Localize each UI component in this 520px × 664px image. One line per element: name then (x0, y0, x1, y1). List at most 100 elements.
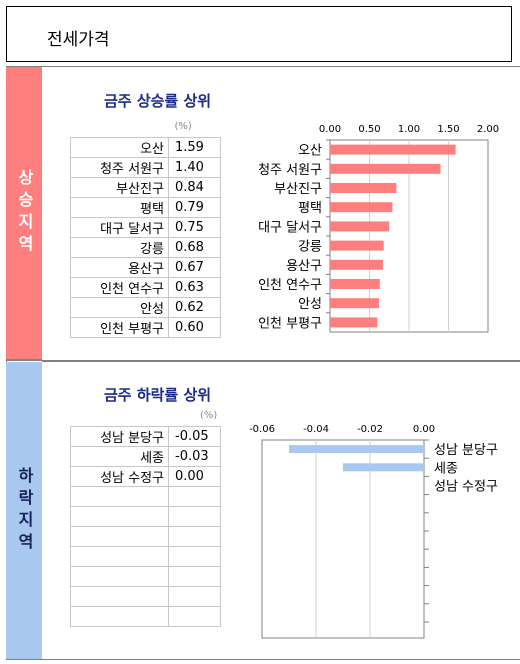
table-row: 오산 1.59 (70, 136, 221, 158)
x-tick-label: 0.00 (413, 424, 435, 435)
fall-region-label: 하락지역 (15, 466, 34, 555)
fall-region-band: 하락지역 (6, 362, 42, 659)
change-value (168, 506, 221, 527)
table-row: 평택 0.79 (70, 196, 221, 218)
change-value: 1.59 (168, 136, 221, 158)
unit-row: (%) (71, 117, 221, 137)
region-name: 청주 서원구 (70, 156, 169, 178)
rise-region-band: 상승지역 (6, 67, 42, 359)
section-divider (42, 360, 520, 362)
region-name (70, 566, 169, 587)
change-value: 1.40 (168, 156, 221, 178)
category-label: 강릉 (298, 240, 322, 255)
change-value (168, 546, 221, 567)
x-tick-label: -0.02 (357, 424, 383, 435)
bar (330, 221, 390, 232)
table-row: 안성 0.62 (70, 296, 221, 318)
fall-section-title: 금주 하락률 상위 (104, 386, 212, 404)
region-name: 용산구 (70, 256, 169, 278)
table-row (70, 566, 221, 587)
table-row: 성남 분당구 -0.05 (70, 426, 221, 447)
title-box: 전세가격 (6, 6, 512, 62)
region-name (70, 486, 169, 507)
region-name (70, 506, 169, 527)
region-name (70, 526, 169, 547)
table-row (70, 526, 221, 547)
change-value: -0.05 (168, 426, 221, 447)
category-label: 용산구 (286, 259, 322, 274)
table-row: 대구 달서구 0.75 (70, 216, 221, 238)
region-name: 인천 연수구 (70, 276, 169, 298)
page-title: 전세가격 (47, 30, 110, 50)
rise-section-title: 금주 상승률 상위 (104, 92, 212, 110)
category-label: 세종 (434, 461, 458, 476)
region-name (70, 606, 169, 627)
change-value: 0.00 (168, 466, 221, 487)
table-row: 인천 연수구 0.63 (70, 276, 221, 298)
rise-unit-label: (%) (174, 121, 192, 133)
band-divider (6, 359, 42, 361)
table-row (70, 586, 221, 607)
x-tick-label: -0.06 (249, 424, 275, 435)
x-tick-label: 1.50 (437, 124, 459, 135)
table-row: 세종 -0.03 (70, 446, 221, 467)
change-value: 0.62 (168, 296, 221, 318)
table-row (70, 506, 221, 527)
bar (330, 144, 456, 155)
plot-area (261, 439, 425, 639)
category-label: 인천 부평구 (258, 316, 322, 331)
category-label: 안성 (298, 297, 322, 312)
category-label: 평택 (298, 201, 322, 216)
change-value: 0.68 (168, 236, 221, 258)
change-value: 0.75 (168, 216, 221, 238)
x-tick-label: 0.00 (319, 124, 341, 135)
category-label: 인천 연수구 (258, 278, 322, 293)
change-value (168, 566, 221, 587)
bar (330, 202, 393, 213)
region-name: 세종 (70, 446, 169, 467)
region-name: 강릉 (70, 236, 169, 258)
table-row: 부산진구 0.84 (70, 176, 221, 198)
table-row: 강릉 0.68 (70, 236, 221, 258)
table-row (70, 606, 221, 627)
region-name: 오산 (70, 136, 169, 158)
table-row: 용산구 0.67 (70, 256, 221, 278)
category-label: 오산 (298, 144, 322, 159)
bar (330, 279, 380, 289)
table-row: 인천 부평구 0.60 (70, 316, 221, 338)
bar (343, 463, 424, 472)
fall-table: 성남 분당구 -0.05 세종 -0.03 성남 수정구 0.00 (70, 426, 221, 627)
change-value (168, 606, 221, 627)
region-name: 대구 달서구 (70, 216, 169, 238)
region-name: 부산진구 (70, 176, 169, 198)
bar (330, 317, 378, 328)
change-value: 0.84 (168, 176, 221, 198)
table-row (70, 546, 221, 567)
change-value: 0.60 (168, 316, 221, 338)
bar (330, 163, 441, 174)
bar (330, 298, 379, 309)
bar (330, 240, 384, 251)
table-row: 성남 수정구 0.00 (70, 466, 221, 487)
fall-unit-label: (%) (200, 410, 218, 421)
change-value: -0.03 (168, 446, 221, 467)
x-tick-label: -0.04 (303, 424, 329, 435)
table-row (70, 486, 221, 507)
category-label: 성남 수정구 (434, 480, 498, 495)
change-value: 0.67 (168, 256, 221, 278)
category-label: 청주 서원구 (258, 163, 322, 178)
rise-table: (%) 오산 1.59 청주 서원구 1.40 부산진구 0.84 평택 0.79 대구 달서구 0… (70, 117, 221, 338)
category-label: 성남 분당구 (434, 443, 498, 458)
category-label: 대구 달서구 (258, 220, 322, 235)
bar (330, 259, 383, 270)
region-name (70, 546, 169, 567)
x-tick-label: 0.50 (358, 124, 380, 135)
region-name: 인천 부평구 (70, 316, 169, 338)
change-value (168, 586, 221, 607)
change-value (168, 486, 221, 507)
change-value: 0.63 (168, 276, 221, 298)
bar (289, 445, 424, 454)
change-value (168, 526, 221, 547)
x-tick-label: 2.00 (477, 124, 499, 135)
